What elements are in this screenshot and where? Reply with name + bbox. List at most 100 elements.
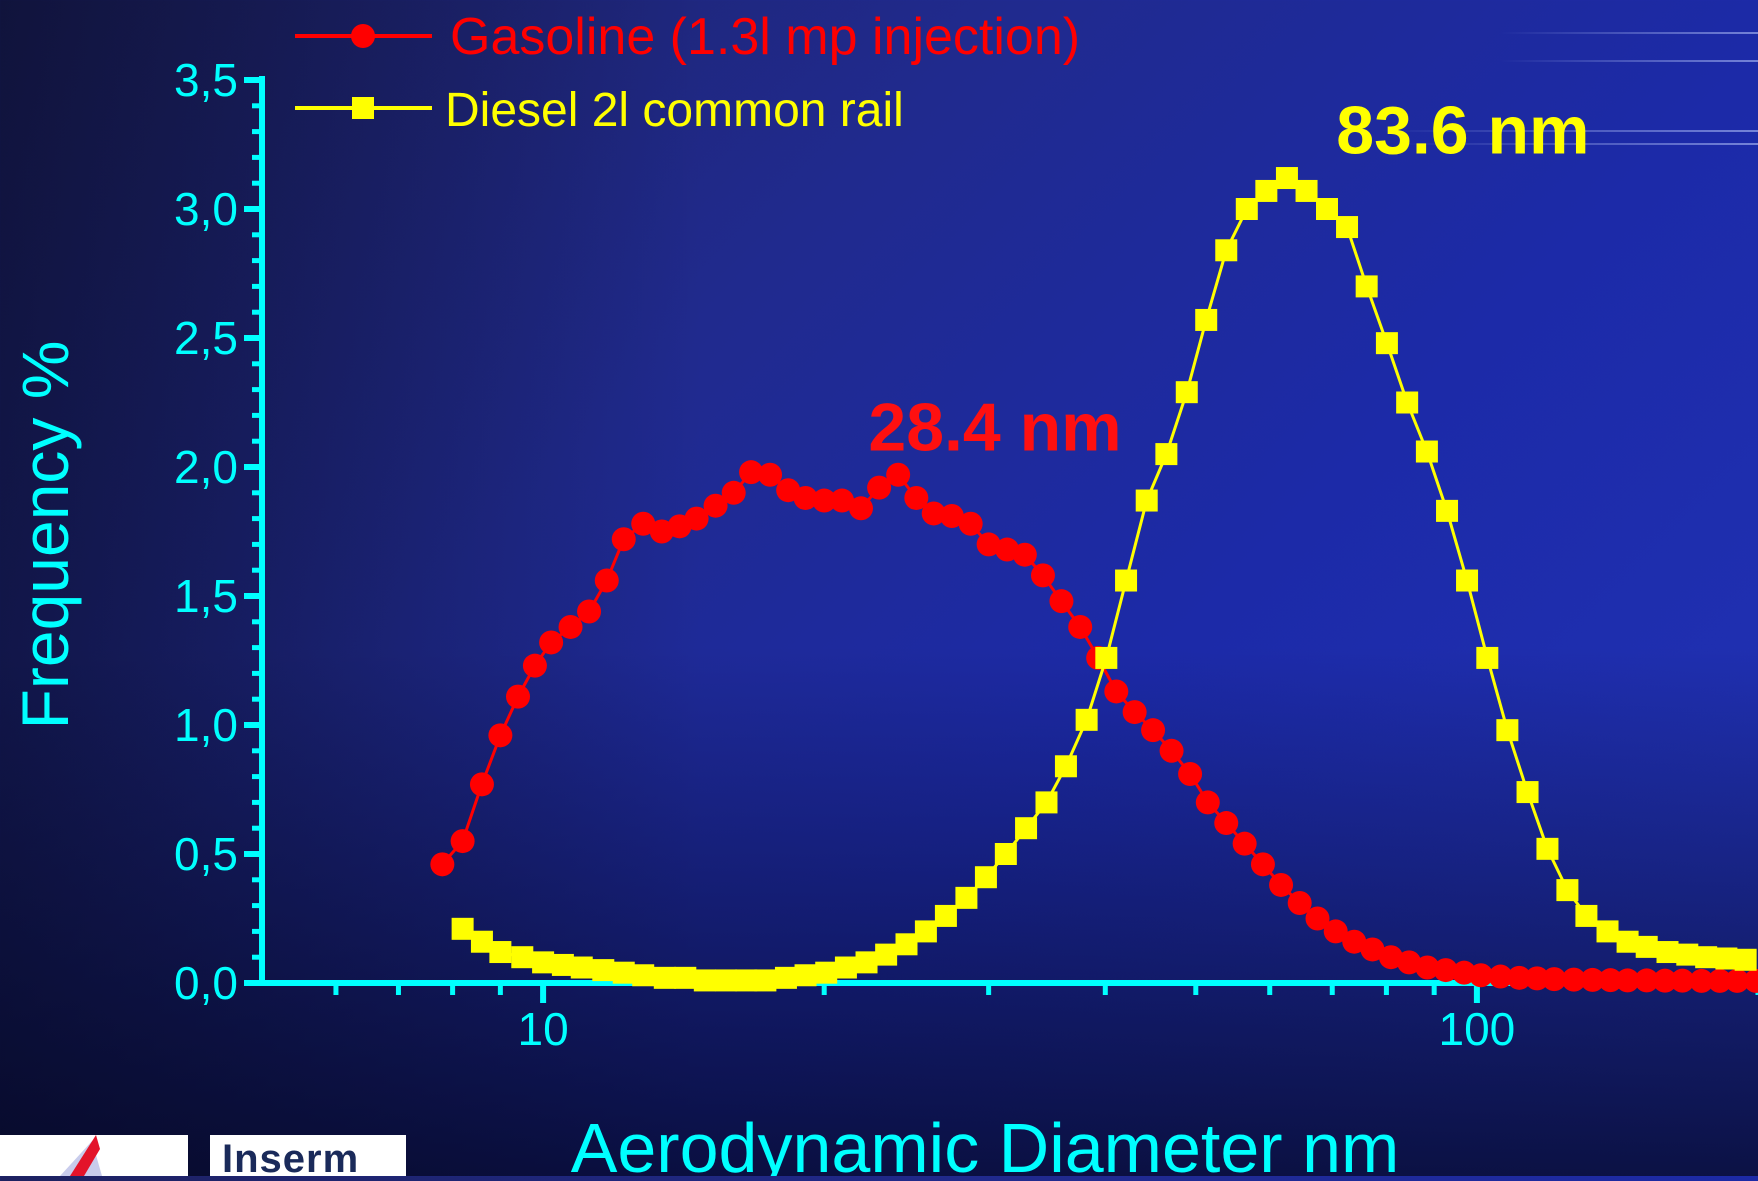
gasoline-point bbox=[506, 684, 531, 709]
gasoline-point bbox=[1159, 738, 1184, 763]
diesel-point bbox=[1135, 489, 1158, 512]
gasoline-point bbox=[577, 599, 602, 624]
diesel-point bbox=[532, 951, 555, 974]
legend-marker-square bbox=[352, 97, 374, 119]
gasoline-point bbox=[1561, 967, 1586, 992]
gasoline-point bbox=[539, 630, 564, 655]
diesel-point bbox=[1075, 708, 1098, 731]
gasoline-point bbox=[1287, 891, 1312, 916]
diesel-point bbox=[1375, 332, 1398, 355]
diesel-point bbox=[815, 961, 838, 984]
decorative-line bbox=[1400, 143, 1758, 145]
diesel-point bbox=[1415, 440, 1438, 463]
gasoline-point bbox=[684, 506, 709, 531]
diesel-point bbox=[934, 904, 957, 927]
gasoline-point bbox=[1030, 563, 1055, 588]
diesel-point bbox=[774, 966, 797, 989]
diesel-point bbox=[1035, 791, 1058, 814]
decorative-line bbox=[1500, 32, 1758, 34]
diesel-point bbox=[875, 943, 898, 966]
diesel-point bbox=[693, 969, 716, 992]
gasoline-point bbox=[939, 504, 964, 529]
diesel-point bbox=[1635, 935, 1658, 958]
gasoline-point bbox=[1195, 790, 1220, 815]
gasoline-point bbox=[976, 532, 1001, 557]
gasoline-point bbox=[1397, 950, 1422, 975]
diesel-point bbox=[1275, 167, 1298, 190]
gasoline-point bbox=[1342, 929, 1367, 954]
diesel-point bbox=[1316, 198, 1339, 220]
diesel-point bbox=[834, 956, 857, 979]
diesel-point bbox=[1095, 646, 1118, 669]
gasoline-point bbox=[469, 772, 494, 797]
left-logo bbox=[0, 1135, 188, 1176]
diesel-point bbox=[1175, 381, 1198, 404]
diesel-point bbox=[551, 953, 574, 976]
diesel-point bbox=[794, 964, 817, 987]
diesel-point bbox=[914, 920, 937, 943]
legend-label-2: Diesel 2l common rail bbox=[445, 84, 904, 137]
gasoline-point bbox=[1141, 718, 1166, 743]
diesel-point bbox=[1155, 443, 1178, 466]
gasoline-point bbox=[558, 614, 583, 639]
gasoline-point bbox=[1305, 906, 1330, 931]
y-axis-title: Frequency % bbox=[8, 341, 82, 730]
gasoline-point bbox=[1214, 811, 1239, 836]
gasoline-point bbox=[522, 653, 547, 678]
gasoline-point bbox=[1580, 967, 1605, 992]
diesel-point bbox=[1396, 391, 1419, 414]
gasoline-point bbox=[849, 496, 874, 521]
peak-annotation-1: 28.4 nm bbox=[868, 389, 1121, 465]
diesel-point bbox=[612, 961, 635, 984]
diesel-point bbox=[1715, 947, 1738, 970]
diesel-point bbox=[1575, 904, 1598, 927]
diesel-point bbox=[1436, 499, 1459, 522]
y-tick-label: 3,5 bbox=[174, 54, 238, 106]
diesel-point bbox=[1695, 946, 1718, 969]
gasoline-point bbox=[1178, 762, 1203, 787]
diesel-point bbox=[1456, 569, 1479, 592]
gasoline-point bbox=[1433, 958, 1458, 983]
gasoline-point bbox=[1012, 542, 1037, 567]
y-tick-label: 0,0 bbox=[174, 957, 238, 1009]
diesel-point bbox=[735, 969, 758, 992]
y-tick-label: 3,0 bbox=[174, 183, 238, 235]
gasoline-point bbox=[1049, 589, 1074, 614]
gasoline-point bbox=[793, 485, 818, 510]
diesel-point bbox=[1616, 930, 1639, 953]
gasoline-point bbox=[1507, 965, 1532, 990]
diesel-point bbox=[1596, 920, 1619, 943]
diesel-point bbox=[1295, 179, 1318, 202]
y-tick-label: 0,5 bbox=[174, 828, 238, 880]
gasoline-point bbox=[1360, 937, 1385, 962]
diesel-point bbox=[1355, 275, 1378, 298]
gasoline-point bbox=[1104, 679, 1129, 704]
diesel-point bbox=[1516, 781, 1539, 804]
gasoline-point bbox=[1598, 968, 1623, 993]
gasoline-point bbox=[1415, 955, 1440, 980]
diesel-point bbox=[715, 969, 738, 992]
inserm-logo: Inserm bbox=[210, 1135, 406, 1179]
gasoline-point bbox=[1689, 968, 1714, 993]
gasoline-point bbox=[631, 511, 656, 536]
gasoline-point bbox=[1707, 968, 1732, 993]
gasoline-point bbox=[594, 568, 619, 593]
diesel-point bbox=[754, 969, 777, 992]
y-tick-label: 2,5 bbox=[174, 312, 238, 364]
x-tick-label: 10 bbox=[518, 1003, 569, 1055]
diesel-point bbox=[1496, 719, 1519, 742]
gasoline-point bbox=[1670, 968, 1695, 993]
diesel-point bbox=[1556, 879, 1579, 902]
diesel-point bbox=[1115, 569, 1138, 592]
gasoline-point bbox=[758, 462, 783, 487]
gasoline-point bbox=[721, 480, 746, 505]
gasoline-point bbox=[1488, 964, 1513, 989]
diesel-point bbox=[994, 843, 1017, 865]
decorative-line bbox=[1380, 130, 1758, 132]
gasoline-point bbox=[921, 501, 946, 526]
gasoline-point bbox=[611, 527, 636, 552]
diesel-point bbox=[653, 966, 676, 989]
gasoline-point bbox=[1652, 968, 1677, 993]
decorative-line bbox=[1500, 60, 1758, 62]
